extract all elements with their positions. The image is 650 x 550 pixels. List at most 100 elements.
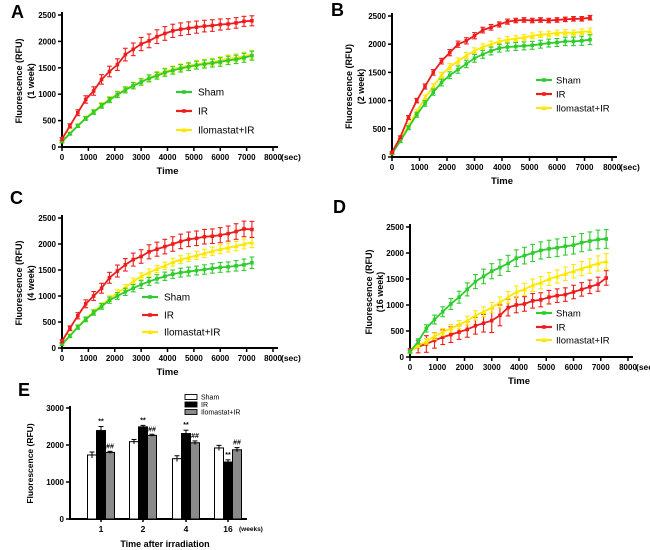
svg-text:3000: 3000 bbox=[483, 363, 501, 372]
svg-text:**: ** bbox=[225, 452, 231, 459]
svg-text:6000: 6000 bbox=[548, 163, 566, 172]
svg-text:3000: 3000 bbox=[466, 163, 484, 172]
svg-text:Ilomastat+IR: Ilomastat+IR bbox=[201, 410, 241, 417]
svg-text:2500: 2500 bbox=[38, 11, 56, 20]
svg-text:**: ** bbox=[183, 422, 189, 429]
svg-text:500: 500 bbox=[43, 318, 57, 327]
svg-text:1500: 1500 bbox=[386, 275, 404, 284]
svg-text:(4 week): (4 week) bbox=[26, 265, 36, 301]
svg-text:2000: 2000 bbox=[368, 40, 386, 49]
svg-text:**: ** bbox=[98, 419, 104, 426]
svg-text:2000: 2000 bbox=[386, 249, 404, 258]
svg-text:Time: Time bbox=[491, 176, 513, 187]
svg-text:Time: Time bbox=[508, 376, 530, 387]
svg-text:Fluorescence (RFU): Fluorescence (RFU) bbox=[344, 44, 354, 129]
svg-text:6000: 6000 bbox=[211, 354, 229, 363]
svg-text:(sec): (sec) bbox=[281, 152, 301, 162]
panel-label-b: B bbox=[331, 0, 344, 20]
svg-text:7000: 7000 bbox=[592, 363, 610, 372]
svg-text:(sec): (sec) bbox=[281, 353, 301, 363]
panel-label-d: D bbox=[333, 197, 346, 217]
svg-text:8000: 8000 bbox=[264, 153, 282, 162]
svg-text:1000: 1000 bbox=[38, 292, 56, 301]
svg-text:Ilomastat+IR: Ilomastat+IR bbox=[198, 126, 254, 137]
panel-label-e: E bbox=[18, 380, 31, 400]
svg-text:5000: 5000 bbox=[185, 153, 203, 162]
svg-text:0: 0 bbox=[52, 344, 57, 353]
svg-text:2000: 2000 bbox=[38, 240, 56, 249]
svg-text:1500: 1500 bbox=[38, 64, 56, 73]
svg-text:##: ## bbox=[233, 440, 241, 447]
svg-text:2500: 2500 bbox=[38, 214, 56, 223]
svg-text:2000: 2000 bbox=[456, 363, 474, 372]
svg-text:IR: IR bbox=[201, 402, 208, 409]
svg-text:##: ## bbox=[148, 426, 156, 433]
svg-text:0: 0 bbox=[400, 353, 405, 362]
svg-text:5000: 5000 bbox=[185, 354, 203, 363]
svg-text:500: 500 bbox=[43, 117, 57, 126]
svg-text:(sec): (sec) bbox=[620, 162, 640, 172]
svg-text:4000: 4000 bbox=[493, 163, 511, 172]
svg-text:1000: 1000 bbox=[386, 301, 404, 310]
svg-text:2: 2 bbox=[141, 524, 146, 534]
svg-text:4000: 4000 bbox=[159, 354, 177, 363]
svg-text:2000: 2000 bbox=[438, 163, 456, 172]
svg-text:0: 0 bbox=[52, 143, 57, 152]
panel-label-c: C bbox=[10, 188, 23, 208]
svg-text:4000: 4000 bbox=[159, 153, 177, 162]
panel-e-bar-chart: 0 1000 2000 3000 Fluorescence (RFU) 1 ** ## 2 ** #… bbox=[15, 382, 315, 550]
svg-text:0: 0 bbox=[60, 354, 65, 363]
svg-text:(weeks): (weeks) bbox=[239, 526, 263, 533]
svg-text:2000: 2000 bbox=[38, 37, 56, 46]
svg-text:1000: 1000 bbox=[46, 478, 64, 487]
svg-text:2500: 2500 bbox=[368, 12, 386, 21]
svg-text:Fluorescence (RFU): Fluorescence (RFU) bbox=[14, 240, 24, 325]
svg-text:(1 week): (1 week) bbox=[26, 63, 36, 99]
svg-text:Sham: Sham bbox=[201, 395, 219, 402]
svg-text:Ilomastat+IR: Ilomastat+IR bbox=[556, 104, 610, 115]
svg-text:4000: 4000 bbox=[510, 363, 528, 372]
svg-text:8000: 8000 bbox=[264, 354, 282, 363]
svg-text:IR: IR bbox=[198, 107, 208, 118]
svg-text:8000: 8000 bbox=[603, 163, 621, 172]
svg-text:IR: IR bbox=[556, 323, 566, 334]
svg-text:Sham: Sham bbox=[556, 309, 581, 320]
svg-text:1000: 1000 bbox=[79, 153, 97, 162]
svg-text:2000: 2000 bbox=[106, 354, 124, 363]
svg-text:1000: 1000 bbox=[428, 363, 446, 372]
svg-text:5000: 5000 bbox=[537, 363, 555, 372]
svg-text:0: 0 bbox=[60, 515, 65, 524]
svg-text:3000: 3000 bbox=[46, 404, 64, 413]
svg-text:0: 0 bbox=[60, 153, 65, 162]
svg-text:(2 week): (2 week) bbox=[356, 69, 366, 105]
panel-c-line-chart: 0 1000 2000 3000 4000 5000 6000 7000 8000 0 500 100… bbox=[10, 188, 328, 380]
svg-text:8000: 8000 bbox=[619, 363, 637, 372]
svg-text:6000: 6000 bbox=[565, 363, 583, 372]
svg-text:0: 0 bbox=[390, 163, 395, 172]
svg-text:##: ## bbox=[106, 443, 114, 450]
svg-text:7000: 7000 bbox=[576, 163, 594, 172]
svg-text:IR: IR bbox=[556, 90, 566, 101]
svg-text:1000: 1000 bbox=[368, 97, 386, 106]
svg-text:IR: IR bbox=[164, 311, 174, 322]
svg-text:16: 16 bbox=[223, 524, 233, 534]
svg-text:3000: 3000 bbox=[132, 153, 150, 162]
svg-text:Sham: Sham bbox=[556, 76, 581, 87]
svg-text:Sham: Sham bbox=[164, 293, 190, 304]
svg-text:Sham: Sham bbox=[198, 88, 224, 99]
svg-text:**: ** bbox=[140, 417, 146, 424]
svg-text:(sec): (sec) bbox=[636, 362, 650, 372]
svg-text:0: 0 bbox=[382, 153, 387, 162]
svg-text:2000: 2000 bbox=[46, 441, 64, 450]
svg-text:2500: 2500 bbox=[386, 223, 404, 232]
svg-text:4: 4 bbox=[184, 524, 189, 534]
panel-d-line-chart: 0 1000 2000 3000 4000 5000 6000 7000 8000 0 500 100… bbox=[330, 192, 650, 392]
svg-text:7000: 7000 bbox=[238, 354, 256, 363]
panel-label-a: A bbox=[11, 2, 24, 22]
svg-text:7000: 7000 bbox=[238, 153, 256, 162]
svg-text:Fluorescence (RFU): Fluorescence (RFU) bbox=[14, 38, 24, 123]
svg-text:6000: 6000 bbox=[211, 153, 229, 162]
svg-text:Fluorescence (RFU): Fluorescence (RFU) bbox=[364, 249, 374, 334]
svg-text:5000: 5000 bbox=[521, 163, 539, 172]
